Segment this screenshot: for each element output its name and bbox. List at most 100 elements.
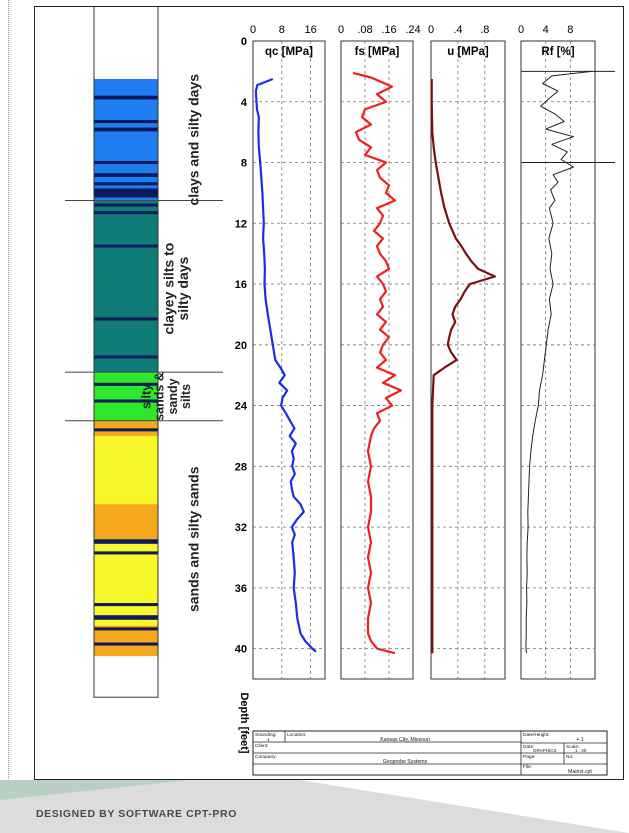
legend-band-sand-orange	[94, 504, 158, 540]
legend-stripe-dark	[94, 603, 158, 607]
depth-tick-label: 12	[235, 218, 247, 230]
legend-column-frame	[93, 7, 159, 698]
zone-label-line: silts	[179, 384, 193, 409]
panel-frame	[340, 40, 414, 680]
legend-stripe-dark	[94, 161, 158, 165]
zone-label-line: silty days	[175, 256, 191, 320]
panel-frame	[520, 40, 596, 680]
legend-stripe-dark	[94, 615, 158, 620]
depth-tick-label: 32	[235, 522, 247, 534]
footer-gray-shape	[0, 780, 629, 833]
data-series-line	[525, 70, 592, 654]
panel-tick-label: 4	[543, 24, 549, 36]
legend-stripe-dark	[94, 173, 158, 177]
legend-stripe-dark	[94, 182, 158, 186]
depth-tick-label: 20	[235, 340, 247, 352]
legend-stripe-dark	[94, 203, 158, 207]
zone-label-line: sandy	[166, 378, 180, 414]
tb-date-field-label: Date:	[523, 744, 534, 750]
legend-band-white	[94, 656, 158, 698]
legend-stripe-dark	[94, 355, 158, 359]
tb-file-value: Mainst.cpt	[568, 769, 592, 775]
panel-1: 0 8 16 qc [MPa]	[250, 24, 326, 680]
panel-title: u [MPa]	[447, 46, 489, 58]
data-series-line	[430, 79, 496, 654]
tb-graphics-label: GRAPHICS	[533, 748, 557, 753]
tb-page-label: Page:	[523, 754, 536, 760]
legend-stripe-dark	[94, 382, 158, 386]
legend-stripe-dark	[94, 627, 158, 631]
legend-band-silty-sand	[94, 372, 158, 421]
depth-tick-label: 8	[241, 158, 247, 170]
panel-tick-label: 0	[338, 24, 344, 36]
footer-band	[0, 780, 629, 833]
panel-tick-label: 0	[518, 24, 524, 36]
tb-sounding-value: 1	[267, 737, 270, 743]
depth-tick-label: 0	[241, 36, 247, 48]
cpt-log-sheet: clays and silty days clayey silts to silty…	[34, 6, 624, 780]
legend-band-white	[94, 48, 158, 79]
depth-tick-label: 40	[235, 644, 247, 656]
tb-scale-value: 1 : 40	[575, 748, 587, 753]
tb-company-label: Company:	[255, 754, 277, 760]
legend-stripe-dark	[94, 211, 158, 215]
panel-frame	[252, 40, 326, 680]
panel-tick-label: .8	[480, 24, 489, 36]
legend-stripe-dark	[94, 551, 158, 555]
legend-stripe-dark	[94, 317, 158, 321]
legend-stripe-dark	[94, 127, 158, 132]
legend-band-white	[94, 7, 158, 49]
footer-green-shape	[0, 780, 190, 800]
legend-stripe-dark	[94, 119, 158, 124]
legend-stripe-dark	[94, 428, 158, 432]
legend-stripe-dark	[94, 95, 158, 100]
panel-tick-label: 0	[250, 24, 256, 36]
depth-tick-label: 36	[235, 583, 247, 595]
panel-2: 0 .08 .16 .24 fs [MPa]	[338, 24, 421, 680]
tb-scale-label: Scale:	[566, 744, 579, 750]
panel-tick-label: 8	[567, 24, 573, 36]
legend-stripe-dark	[94, 244, 158, 248]
depth-tick-label: 28	[235, 461, 247, 473]
tb-location-label: Location:	[287, 732, 306, 738]
page-margin-dotted-line	[8, 0, 9, 833]
title-block: Sounding:1 Location: Kansas City, Missouri…	[252, 730, 608, 776]
tb-date-label: Date/Height:	[523, 732, 550, 738]
tb-no-label: No:	[566, 754, 573, 760]
depth-tick-label: 4	[241, 97, 248, 109]
tb-company-value: Geoprobe Systems	[383, 759, 428, 765]
panel-title: Rf [%]	[541, 46, 574, 58]
cpt-panels: 0 8 16 qc [MPa] 0 .08 .16 .24 fs [MPa] 0 .4 .8 u [MP…	[250, 24, 615, 680]
zone-label-line: sands and silty sands	[186, 466, 202, 612]
footer-credit: DESIGNED BY SOFTWARE CPT-PRO	[36, 808, 237, 820]
legend-stripe-dark	[94, 539, 158, 544]
zone-label-line: clayey silts to	[160, 243, 176, 335]
zone-label-line: silty	[140, 384, 154, 409]
depth-tick-label: 24	[235, 401, 248, 413]
depth-axis: 0 4 8 12 16 20 24 28 32 36 40 Depth [feet]	[235, 36, 250, 754]
zone-label-line: clays and silty days	[186, 74, 202, 206]
legend-band-sand-orange	[94, 625, 158, 657]
tb-file-label: File:	[523, 764, 532, 770]
depth-tick-label: 16	[235, 279, 247, 291]
data-series-line	[352, 71, 403, 655]
panel-title: fs [MPa]	[355, 46, 400, 58]
panel-tick-label: .08	[357, 24, 372, 36]
zone-label-line: sands &	[153, 372, 167, 421]
tb-date-value: + 1	[576, 737, 583, 743]
data-series-line	[254, 77, 317, 653]
panel-tick-label: .4	[453, 24, 462, 36]
tb-client-label: Client:	[255, 743, 269, 749]
legend-stripe-dark	[94, 642, 158, 646]
panel-3: 0 .4 .8 u [MPa]	[428, 24, 506, 680]
legend-band-clayey-silt	[94, 200, 158, 373]
legend-stripe-dark	[94, 399, 158, 403]
tb-sounding-label: Sounding:	[255, 732, 277, 738]
panel-tick-label: 16	[304, 24, 316, 36]
panel-tick-label: .16	[381, 24, 396, 36]
legend-stripe-dark	[94, 188, 158, 198]
panel-4: 0 4 8 Rf [%]	[518, 24, 596, 680]
panel-tick-label: 8	[279, 24, 285, 36]
